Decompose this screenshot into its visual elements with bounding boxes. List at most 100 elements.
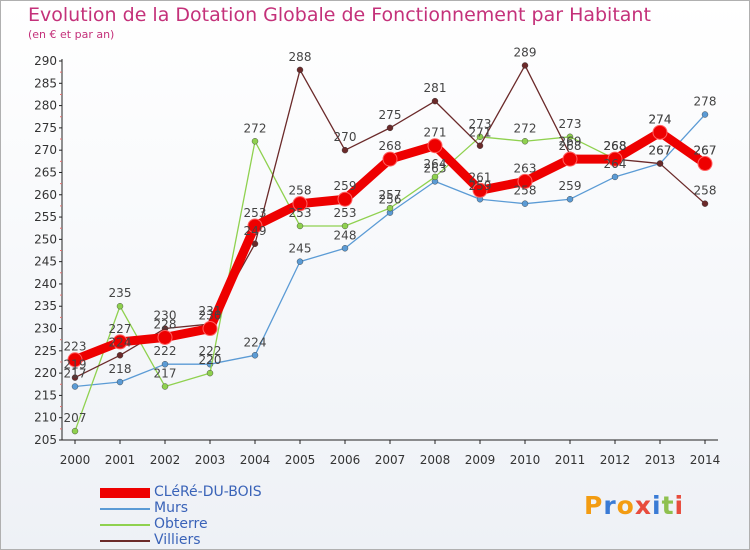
data-point	[566, 196, 574, 203]
data-label: 222	[199, 344, 222, 358]
y-tick-label: 270	[34, 143, 57, 157]
x-tick-label: 2003	[195, 453, 226, 467]
y-tick-label: 250	[34, 232, 57, 246]
y-tick-label: 290	[34, 54, 57, 68]
data-label: 235	[109, 286, 132, 300]
data-point	[427, 138, 443, 154]
data-point	[566, 133, 574, 141]
data-label: 228	[154, 317, 177, 331]
data-label: 224	[109, 335, 132, 349]
y-tick-label: 220	[34, 366, 57, 380]
data-label: 268	[604, 139, 627, 153]
data-point	[607, 151, 623, 167]
x-tick-label: 2006	[330, 453, 361, 467]
data-label: 271	[424, 126, 447, 140]
legend-swatch	[100, 540, 150, 542]
proxiti-logo: Proxiti	[584, 491, 684, 520]
data-label: 274	[649, 112, 672, 126]
data-label: 257	[379, 188, 402, 202]
legend-swatch	[100, 508, 150, 510]
chart-title: Evolution de la Dotation Globale de Fonc…	[28, 4, 651, 26]
data-label: 258	[514, 184, 537, 198]
data-label: 289	[514, 45, 537, 59]
data-label: 248	[334, 228, 357, 242]
data-label: 264	[424, 157, 447, 171]
data-label: 231	[199, 304, 222, 318]
data-label: 267	[694, 144, 717, 158]
data-label: 256	[379, 193, 402, 207]
data-point	[652, 124, 668, 140]
data-label: 259	[334, 179, 357, 193]
data-point	[341, 245, 349, 252]
y-tick-label: 230	[34, 322, 57, 336]
data-point	[386, 204, 394, 212]
data-point	[521, 200, 529, 207]
data-point	[161, 361, 169, 368]
y-tick-label: 260	[34, 188, 57, 202]
data-point	[296, 66, 304, 74]
legend: CLéRé-DU-BOIS Murs Obterre Villiers	[100, 484, 340, 549]
y-tick-label: 205	[34, 433, 57, 447]
x-tick-label: 2009	[465, 453, 496, 467]
x-tick-label: 2010	[510, 453, 541, 467]
x-tick-label: 2012	[600, 453, 631, 467]
data-point	[476, 142, 484, 149]
data-label: 270	[334, 130, 357, 144]
data-point	[116, 303, 124, 310]
data-label: 245	[289, 242, 312, 256]
data-point	[701, 200, 709, 207]
data-point	[116, 352, 124, 359]
logo-letter: i	[652, 491, 662, 520]
data-label: 281	[424, 81, 447, 95]
x-tick-label: 2011	[555, 453, 586, 467]
data-label: 217	[64, 366, 87, 380]
data-label: 220	[199, 353, 222, 367]
data-label: 275	[379, 108, 402, 122]
y-tick-label: 245	[34, 255, 57, 269]
y-tick-label: 275	[34, 121, 57, 135]
data-label: 253	[289, 206, 312, 220]
data-label: 222	[154, 344, 177, 358]
logo-letter: x	[634, 491, 652, 520]
legend-swatch	[100, 488, 150, 498]
data-label: 268	[604, 139, 627, 153]
data-point	[337, 191, 353, 207]
data-label: 267	[694, 144, 717, 158]
data-label: 274	[649, 112, 672, 126]
x-tick-label: 2008	[420, 453, 451, 467]
data-label: 269	[559, 135, 582, 149]
legend-item: Villiers	[100, 532, 340, 549]
data-label: 249	[244, 224, 267, 238]
data-point	[697, 156, 713, 172]
data-point	[296, 222, 304, 230]
data-point	[701, 111, 709, 118]
data-label: 278	[694, 95, 717, 109]
data-label: 227	[109, 322, 132, 336]
legend-item: Murs	[100, 500, 340, 517]
data-point	[517, 173, 533, 189]
x-tick-label: 2007	[375, 453, 406, 467]
data-label: 258	[694, 184, 717, 198]
data-label: 253	[334, 206, 357, 220]
data-label: 263	[514, 161, 537, 175]
logo-letter: o	[616, 491, 635, 520]
legend-label: Villiers	[154, 532, 201, 548]
legend-label: Murs	[154, 500, 189, 516]
y-tick-label: 215	[34, 388, 57, 402]
data-label: 273	[559, 117, 582, 131]
data-point	[472, 182, 488, 198]
y-tick-label: 265	[34, 165, 57, 179]
data-point	[116, 378, 124, 386]
legend-item: CLéRé-DU-BOIS	[100, 484, 340, 501]
data-point	[67, 352, 83, 368]
data-point	[341, 222, 349, 230]
legend-label: Obterre	[154, 516, 208, 532]
data-point	[521, 138, 529, 145]
data-label: 230	[199, 309, 222, 323]
data-point	[251, 352, 259, 359]
logo-letter: t	[661, 491, 675, 520]
data-point	[382, 151, 398, 167]
x-tick-label: 2005	[285, 453, 316, 467]
